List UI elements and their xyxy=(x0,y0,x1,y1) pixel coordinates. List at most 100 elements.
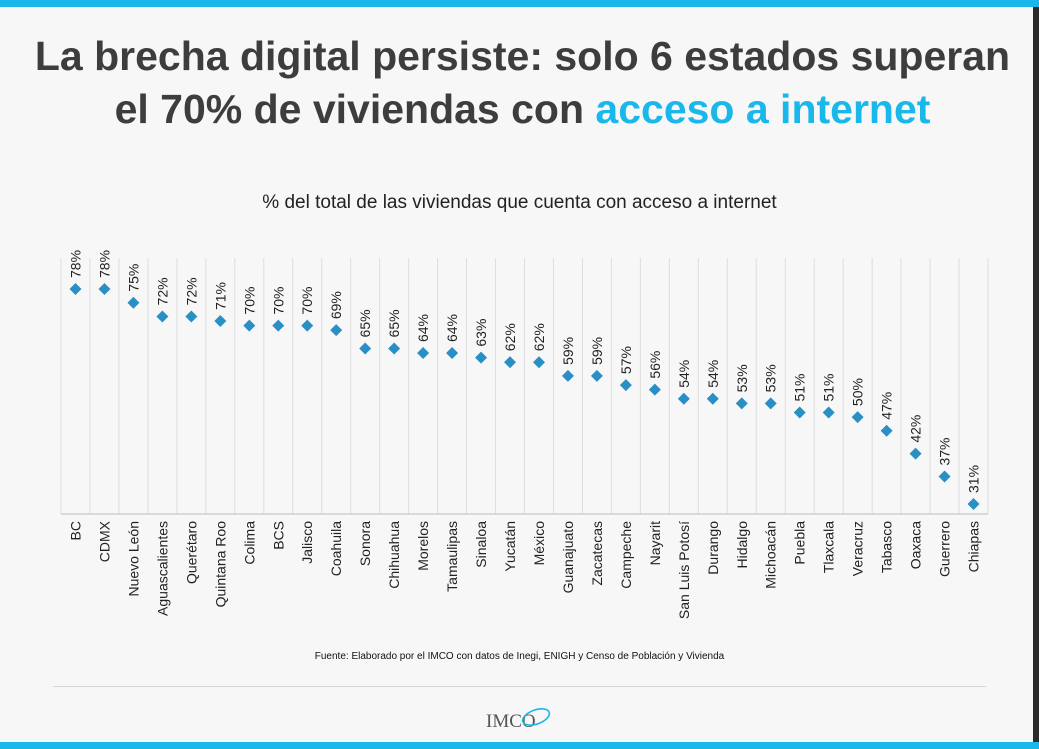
x-tick-label: Chiapas xyxy=(966,521,982,572)
logo-text: IMCO xyxy=(486,711,536,732)
x-tick-label: Michoacán xyxy=(763,521,779,589)
x-tick-label: Yucatán xyxy=(502,521,518,572)
x-tick-label: Guerrero xyxy=(937,521,953,577)
data-label: 50% xyxy=(850,378,866,406)
data-label: 53% xyxy=(734,364,750,392)
logo-orbit xyxy=(521,708,551,726)
x-tick-label: Oaxaca xyxy=(908,521,924,569)
data-point-marker xyxy=(301,319,314,332)
x-tick-label: Coahuila xyxy=(328,521,344,576)
x-tick-label: Jalisco xyxy=(299,521,315,564)
data-label: 75% xyxy=(125,264,141,292)
data-point-marker xyxy=(417,347,430,360)
chart-subtitle: % del total de las viviendas que cuenta … xyxy=(262,192,777,213)
data-point-marker xyxy=(967,498,980,510)
data-point-marker xyxy=(764,397,777,410)
source-note: Fuente: Elaborado por el IMCO con datos … xyxy=(314,651,725,662)
x-tick-label: Sinaloa xyxy=(473,521,489,568)
data-label: 70% xyxy=(241,287,257,315)
x-tick-label: Morelos xyxy=(415,521,431,571)
x-tick-label: CDMX xyxy=(96,520,112,562)
x-tick-label: Hidalgo xyxy=(734,521,750,569)
data-point-marker xyxy=(735,397,748,410)
x-tick-label: Zacatecas xyxy=(589,521,605,586)
data-point-marker xyxy=(590,369,603,382)
x-tick-label: Nuevo León xyxy=(125,521,141,597)
data-label: 59% xyxy=(560,337,576,365)
data-point-marker xyxy=(475,351,488,364)
data-label: 53% xyxy=(763,364,779,392)
data-point-marker xyxy=(677,392,690,405)
x-tick-label: Veracruz xyxy=(850,521,866,576)
data-point-marker xyxy=(127,296,140,309)
data-point-marker xyxy=(909,447,922,460)
x-tick-label: Guanajuato xyxy=(560,521,576,594)
x-tick-label: Colima xyxy=(241,521,257,565)
data-point-marker xyxy=(156,310,169,323)
x-tick-label: Puebla xyxy=(792,521,808,565)
data-label: 70% xyxy=(299,287,315,315)
data-point-marker xyxy=(388,342,401,355)
bottom-accent-bar xyxy=(0,742,1039,749)
data-point-marker xyxy=(446,347,459,360)
data-point-marker xyxy=(243,319,256,332)
data-label: 37% xyxy=(937,438,953,466)
data-label: 72% xyxy=(183,277,199,305)
data-label: 69% xyxy=(328,291,344,319)
data-point-marker xyxy=(619,379,632,392)
data-label: 65% xyxy=(357,309,373,337)
data-label: 31% xyxy=(966,465,982,493)
right-edge-shadow xyxy=(1033,7,1039,742)
data-label: 54% xyxy=(676,360,692,388)
title-accent: acceso a internet xyxy=(595,86,931,132)
imco-logo: IMCO xyxy=(486,708,551,732)
x-tick-label: San Luis Potosí xyxy=(676,521,692,619)
title-main: La brecha digital persiste: solo 6 estad… xyxy=(34,33,1011,132)
data-point-marker xyxy=(330,324,343,337)
data-label: 63% xyxy=(473,319,489,347)
data-label: 51% xyxy=(792,373,808,401)
data-point-marker xyxy=(532,356,545,369)
data-point-marker xyxy=(793,406,806,419)
dot-plot-chart: 78% BC 78% CDMX 75% Nuevo León 72% Aguascalient… xyxy=(60,250,989,619)
data-label: 65% xyxy=(386,309,402,337)
data-label: 47% xyxy=(879,392,895,420)
x-tick-label: Durango xyxy=(705,521,721,575)
x-tick-label: Sonora xyxy=(357,521,373,566)
data-point-marker xyxy=(69,283,82,295)
data-point-marker xyxy=(98,283,111,295)
x-tick-label: Tabasco xyxy=(879,521,895,573)
x-tick-label: Tlaxcala xyxy=(821,521,837,573)
data-label: 56% xyxy=(647,351,663,379)
x-tick-label: México xyxy=(531,521,547,566)
data-label: 62% xyxy=(502,323,518,351)
data-label: 78% xyxy=(96,250,112,278)
data-point-marker xyxy=(561,369,574,382)
data-label: 42% xyxy=(908,415,924,443)
data-label: 54% xyxy=(705,360,721,388)
data-label: 62% xyxy=(531,323,547,351)
data-point-marker xyxy=(648,383,661,396)
footer-divider xyxy=(53,686,986,687)
data-label: 72% xyxy=(154,277,170,305)
data-point-marker xyxy=(938,470,951,483)
top-accent-bar xyxy=(0,0,1039,7)
x-tick-label: BCS xyxy=(270,521,286,550)
data-point-marker xyxy=(822,406,835,419)
x-tick-label: Aguascalientes xyxy=(154,521,170,616)
x-tick-label: Nayarit xyxy=(647,521,663,565)
data-point-marker xyxy=(359,342,372,355)
chart-title: La brecha digital persiste: solo 6 estad… xyxy=(30,30,1015,136)
x-tick-label: Chihuahua xyxy=(386,521,402,589)
x-tick-label: Campeche xyxy=(618,521,634,589)
data-label: 78% xyxy=(67,250,83,278)
x-tick-label: Tamaulipas xyxy=(444,521,460,592)
data-point-marker xyxy=(185,310,198,323)
data-label: 71% xyxy=(212,282,228,310)
data-point-marker xyxy=(272,319,285,332)
data-label: 64% xyxy=(444,314,460,342)
x-tick-label: Quintana Roo xyxy=(212,521,228,608)
data-point-marker xyxy=(851,411,864,424)
data-point-marker xyxy=(880,424,893,437)
data-point-marker xyxy=(504,356,517,369)
